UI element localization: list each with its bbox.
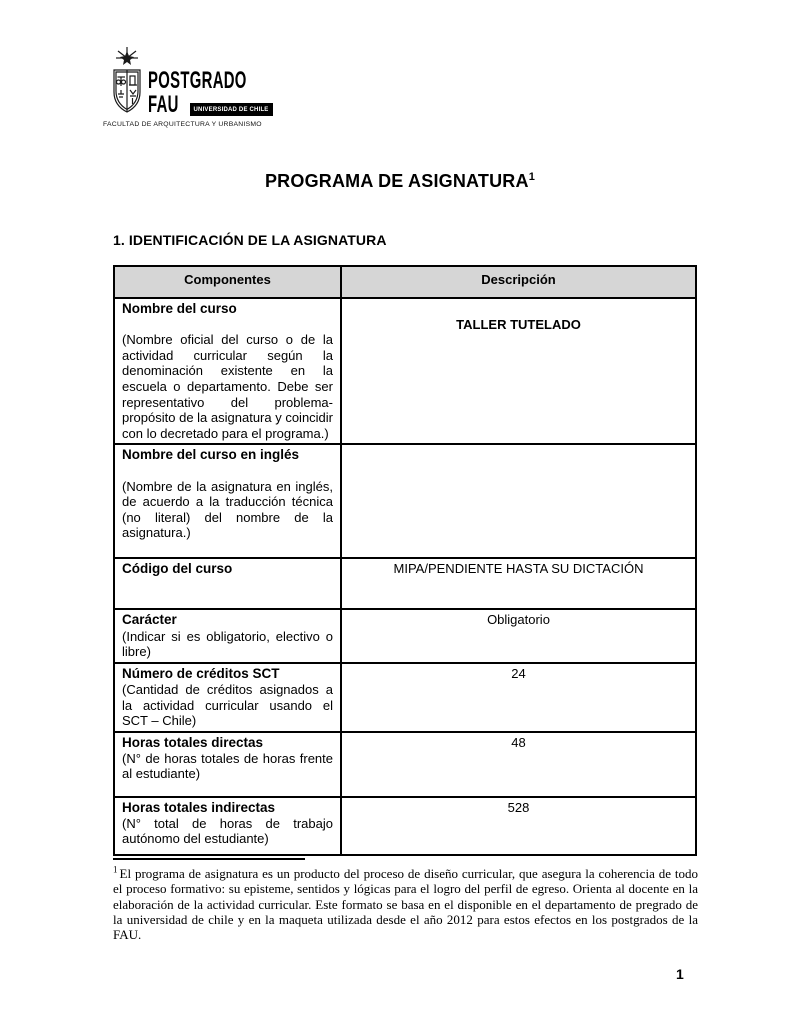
description-cell: 528 [340,795,697,856]
component-title: Código del curso [122,561,233,577]
component-note: (Indicar si es obligatorio, electivo o l… [122,628,333,660]
table-header-row: Componentes Descripción [113,265,697,299]
page-number: 1 [676,966,684,982]
component-cell: Nombre del curso (Nombre oficial del cur… [113,296,342,446]
table-row-horas-indirectas: Horas totales indirectas (N° total de ho… [113,795,697,856]
table-row-caracter: Carácter (Indicar si es obligatorio, ele… [113,608,697,664]
column-header-descripcion: Descripción [340,265,697,299]
description-cell: TALLER TUTELADO [340,296,697,446]
component-cell: Nombre del curso en inglés (Nombre de la… [113,443,342,560]
component-title: Carácter [122,612,177,628]
description-value: 528 [507,799,530,815]
footnote: 1 El programa de asignatura es un product… [113,864,698,943]
component-note: (N° total de horas de trabajo autónomo d… [122,815,333,847]
component-cell: Número de créditos SCT (Cantidad de créd… [113,661,342,733]
footnote-text: El programa de asignatura es un producto… [113,866,698,943]
document-title-footnote-ref: 1 [528,171,536,183]
description-value: Obligatorio [487,612,550,628]
table-row-nombre-ingles: Nombre del curso en inglés (Nombre de la… [113,443,697,560]
component-note: (Nombre de la asignatura en inglés, de a… [122,478,333,541]
description-value: MIPA/PENDIENTE HASTA SU DICTACIÓN [393,561,644,577]
logo-fau-row: FAU UNIVERSIDAD DE CHILE [148,93,273,117]
column-header-componentes: Componentes [113,265,342,299]
logo-postgrado-text: POSTGRADO [148,67,247,94]
university-logo: POSTGRADO FAU UNIVERSIDAD DE CHILE FACUL… [103,46,273,134]
description-cell [340,443,697,560]
component-cell: Carácter (Indicar si es obligatorio, ele… [113,608,342,664]
document-title-text: PROGRAMA DE ASIGNATURA [264,171,529,191]
logo-fau-text: FAU [148,91,179,118]
component-title: Nombre del curso en inglés [122,447,300,463]
footnote-marker: 1 [113,864,118,875]
table-row-codigo: Código del curso MIPA/PENDIENTE HASTA SU… [113,557,697,611]
component-title: Número de créditos SCT [122,665,280,681]
description-cell: MIPA/PENDIENTE HASTA SU DICTACIÓN [340,557,697,611]
table-row-nombre-curso: Nombre del curso (Nombre oficial del cur… [113,296,697,446]
component-cell: Horas totales indirectas (N° total de ho… [113,795,342,856]
component-cell: Código del curso [113,557,342,611]
identification-table: Componentes Descripción Nombre del curso… [113,265,697,856]
description-cell: Obligatorio [340,608,697,664]
logo-faculty-text: FACULTAD DE ARQUITECTURA Y URBANISMO [103,121,262,128]
component-note: (Nombre oficial del curso o de la activi… [122,332,334,441]
component-title: Nombre del curso [122,301,237,316]
document-title: PROGRAMA DE ASIGNATURA1 [0,171,800,192]
logo-university-badge: UNIVERSIDAD DE CHILE [189,103,273,116]
component-cell: Horas totales directas (N° de horas tota… [113,730,342,798]
component-title: Horas totales indirectas [122,799,276,815]
component-title: Horas totales directas [122,734,264,750]
university-crest-icon [113,47,141,113]
description-value: 48 [511,734,526,750]
footnote-separator [113,858,305,860]
component-note: (Cantidad de créditos asignados a la act… [122,681,333,729]
section-heading: 1. IDENTIFICACIÓN DE LA ASIGNATURA [113,232,387,248]
description-cell: 24 [340,661,697,733]
component-note: (N° de horas totales de horas frente al … [122,750,333,782]
description-value: 24 [511,665,526,681]
description-cell: 48 [340,730,697,798]
table-row-horas-directas: Horas totales directas (N° de horas tota… [113,730,697,798]
table-row-creditos: Número de créditos SCT (Cantidad de créd… [113,661,697,733]
description-value: TALLER TUTELADO [456,317,581,332]
